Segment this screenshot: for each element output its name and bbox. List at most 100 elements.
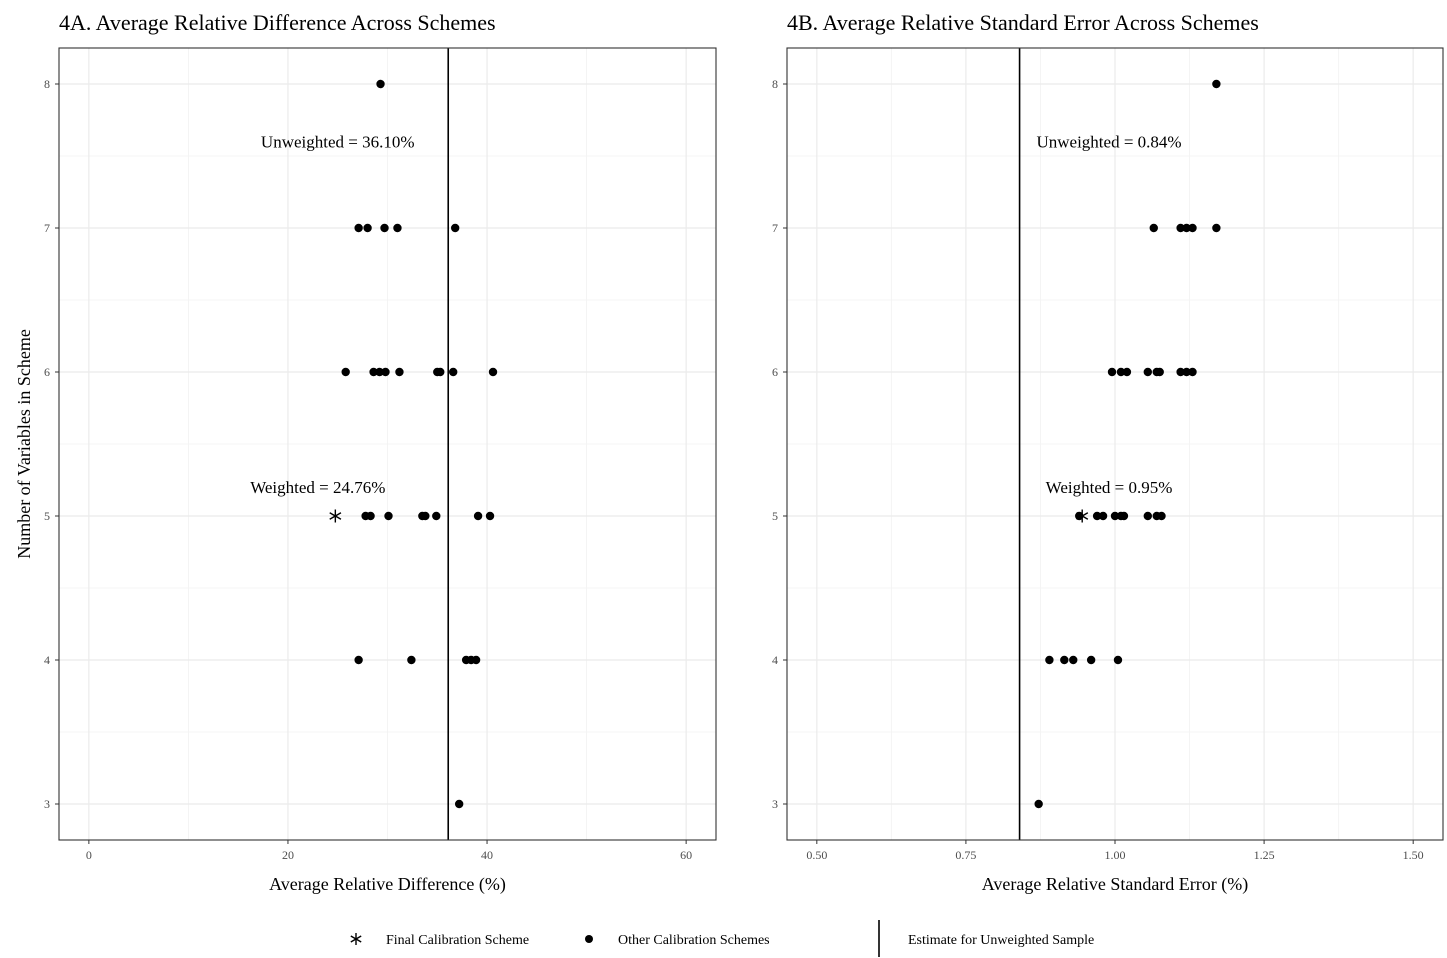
scheme-point: [1182, 367, 1191, 377]
scheme-point: [421, 511, 430, 521]
scheme-point: [1045, 655, 1054, 665]
scheme-point: [363, 223, 372, 233]
scheme-point: [449, 367, 458, 377]
x-tick-label: 1.00: [1105, 848, 1126, 862]
scheme-point: [454, 799, 464, 809]
y-tick-label: 8: [44, 77, 50, 91]
x-tick-label: 0.75: [955, 848, 976, 862]
y-axis-title: Number of Variables in Scheme: [14, 329, 34, 559]
scheme-point: [1188, 223, 1197, 233]
scheme-point: [393, 223, 402, 233]
plot-border: [786, 47, 1444, 841]
scheme-point: [1107, 367, 1117, 377]
scheme-point: [1113, 655, 1123, 665]
scheme-point: [488, 367, 498, 377]
x-tick-label: 1.25: [1254, 848, 1275, 862]
x-tick-label: 1.50: [1403, 848, 1424, 862]
series-other-calibration: [341, 79, 498, 809]
legend-dot-icon: [585, 935, 593, 943]
scheme-point: [1155, 367, 1164, 377]
chart-title: 4A. Average Relative Difference Across S…: [59, 10, 496, 35]
annotation-label: Weighted = 24.76%: [250, 478, 385, 497]
scheme-point: [471, 655, 481, 665]
scheme-point: [381, 367, 390, 377]
scheme-point: [376, 79, 385, 89]
scheme-point: [1075, 511, 1084, 521]
scheme-point: [1188, 367, 1197, 377]
scheme-point: [1122, 367, 1132, 377]
y-tick-label: 3: [44, 797, 50, 811]
y-tick-label: 4: [44, 653, 50, 667]
scheme-point: [432, 511, 441, 521]
scheme-point: [1157, 511, 1166, 521]
legend-item: Estimate for Unweighted Sample: [878, 920, 1094, 957]
annotation-label: Unweighted = 0.84%: [1036, 133, 1181, 152]
y-tick-label: 7: [44, 221, 50, 235]
scheme-point: [1110, 511, 1120, 521]
y-tick-label: 6: [44, 365, 50, 379]
scheme-point: [1034, 799, 1043, 809]
scheme-point: [485, 511, 495, 521]
scheme-point: [1176, 367, 1185, 377]
y-tick-label: 8: [772, 77, 778, 91]
y-tick-label: 4: [772, 653, 778, 667]
scheme-point: [1149, 223, 1158, 233]
y-tick-label: 5: [44, 509, 50, 523]
x-tick-label: 0: [86, 848, 92, 862]
y-tick-label: 5: [772, 509, 778, 523]
scheme-point: [1143, 511, 1153, 521]
scheme-point: [354, 223, 363, 233]
annotation-label: Weighted = 0.95%: [1046, 478, 1173, 497]
legend-item: Other Calibration Schemes: [585, 933, 770, 948]
scheme-point: [375, 367, 384, 377]
scheme-point: [341, 367, 350, 377]
chart-panel-4b: 4B. Average Relative Standard Error Acro…: [772, 10, 1444, 895]
scheme-point: [1176, 223, 1185, 233]
scheme-point: [1069, 655, 1078, 665]
series-final-calibration: [1076, 509, 1089, 523]
x-tick-label: 60: [680, 848, 692, 862]
y-tick-label: 3: [772, 797, 778, 811]
x-tick-label: 20: [282, 848, 294, 862]
y-tick-label: 7: [772, 221, 778, 235]
legend-asterisk-icon: [350, 933, 362, 945]
y-tick-label: 6: [772, 365, 778, 379]
chart-title: 4B. Average Relative Standard Error Acro…: [787, 10, 1259, 35]
plot-border: [58, 47, 717, 841]
scheme-point: [1143, 367, 1153, 377]
scheme-point: [1086, 655, 1096, 665]
scheme-point: [369, 367, 378, 377]
legend: Final Calibration Scheme Other Calibratio…: [350, 920, 1094, 957]
chart-panel-4a: 4A. Average Relative Difference Across S…: [44, 10, 717, 895]
scheme-point: [1212, 223, 1221, 233]
x-axis-title: Average Relative Standard Error (%): [982, 874, 1249, 895]
scheme-point: [1212, 79, 1221, 89]
scheme-point: [407, 655, 416, 665]
final-scheme-point: [1076, 509, 1089, 523]
legend-item: Final Calibration Scheme: [350, 933, 529, 948]
scheme-point: [450, 223, 460, 233]
scheme-point: [1092, 511, 1102, 521]
x-axis-title: Average Relative Difference (%): [269, 874, 506, 895]
legend-label: Estimate for Unweighted Sample: [908, 933, 1094, 948]
scheme-point: [384, 511, 393, 521]
annotation-label: Unweighted = 36.10%: [261, 133, 415, 152]
x-tick-label: 40: [481, 848, 493, 862]
scheme-point: [1119, 511, 1129, 521]
series-other-calibration: [1034, 79, 1221, 809]
scheme-point: [436, 367, 445, 377]
scheme-point: [473, 511, 483, 521]
final-scheme-point: [329, 509, 342, 523]
scheme-point: [366, 511, 375, 521]
scheme-point: [1116, 367, 1126, 377]
scheme-point: [354, 655, 363, 665]
series-final-calibration: [329, 509, 342, 523]
scheme-point: [395, 367, 404, 377]
scheme-point: [1098, 511, 1108, 521]
scheme-point: [1060, 655, 1069, 665]
legend-label: Other Calibration Schemes: [618, 933, 770, 948]
scheme-point: [1182, 223, 1191, 233]
legend-label: Final Calibration Scheme: [386, 933, 529, 948]
scheme-point: [380, 223, 389, 233]
